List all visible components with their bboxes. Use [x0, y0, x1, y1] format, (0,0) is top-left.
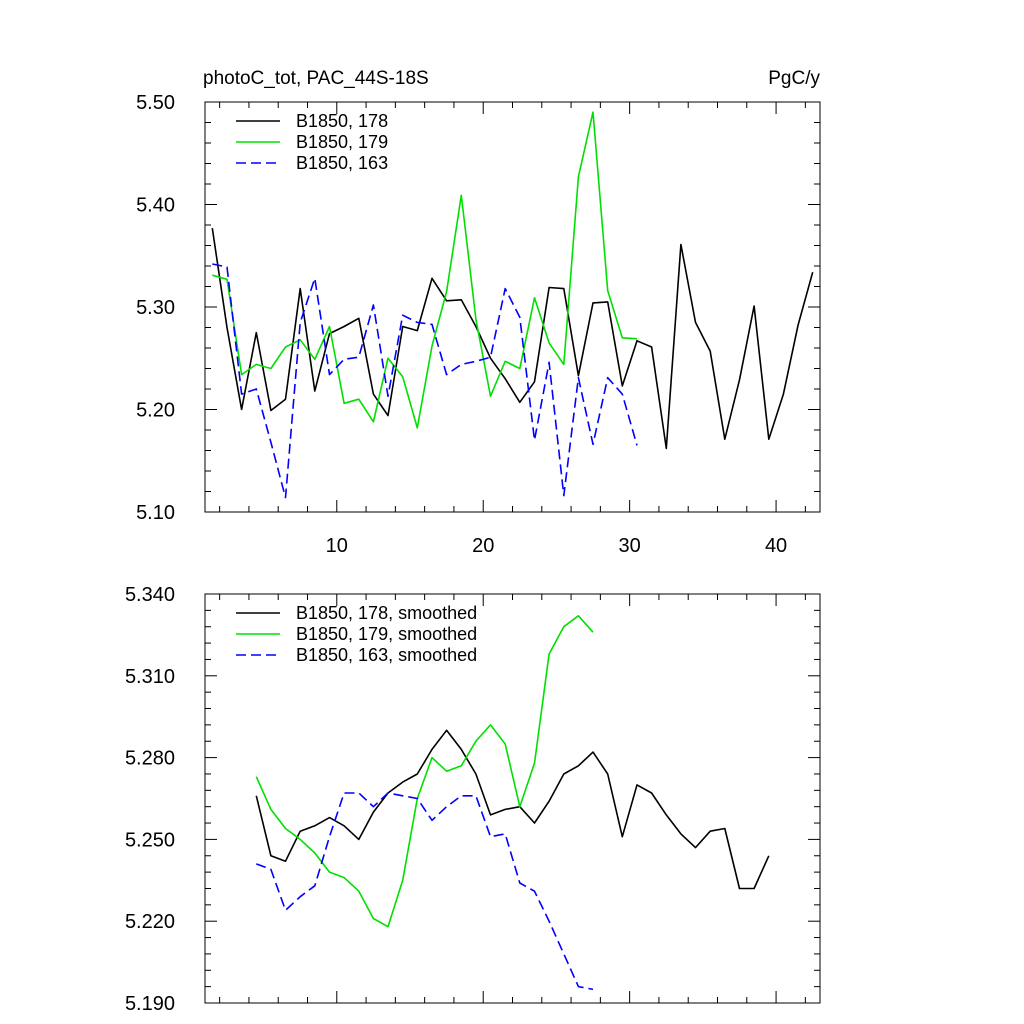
series-line	[255, 614, 594, 928]
x-tick-label: 30	[619, 535, 641, 557]
y-tick-label: 5.340	[125, 584, 175, 606]
y-tick-label: 5.310	[125, 666, 175, 688]
header-units: PgC/y	[768, 68, 820, 89]
legend-label: B1850, 163, smoothed	[296, 645, 477, 665]
legend-label: B1850, 178, smoothed	[296, 603, 477, 623]
series-line	[256, 792, 594, 991]
y-tick-label: 5.10	[136, 502, 175, 524]
y-tick-label: 5.220	[125, 911, 175, 933]
y-tick-label: 5.190	[125, 993, 175, 1015]
series-line	[212, 111, 638, 429]
y-tick-label: 5.250	[125, 829, 175, 851]
legend-label: B1850, 178	[296, 111, 388, 131]
bottom-panel: 5.190 5.220 5.250 5.280 5.310 5.340 B1850, 178…	[125, 584, 821, 1015]
y-tick-label: 5.30	[136, 297, 175, 319]
series-line	[211, 227, 814, 450]
x-tick-label: 40	[765, 535, 787, 557]
legend-label: B1850, 179	[296, 132, 388, 152]
header-title: photoC_tot, PAC_44S-18S	[203, 68, 429, 89]
y-tick-label: 5.40	[136, 195, 175, 217]
y-tick-label: 5.50	[136, 92, 175, 114]
series-line	[255, 729, 770, 890]
y-tick-label: 5.20	[136, 400, 175, 422]
legend-label: B1850, 179, smoothed	[296, 624, 477, 644]
x-tick-label: 10	[326, 535, 348, 557]
series-line	[212, 263, 638, 499]
legend-label: B1850, 163	[296, 153, 388, 173]
x-tick-label: 20	[472, 535, 494, 557]
y-tick-label: 5.280	[125, 748, 175, 770]
